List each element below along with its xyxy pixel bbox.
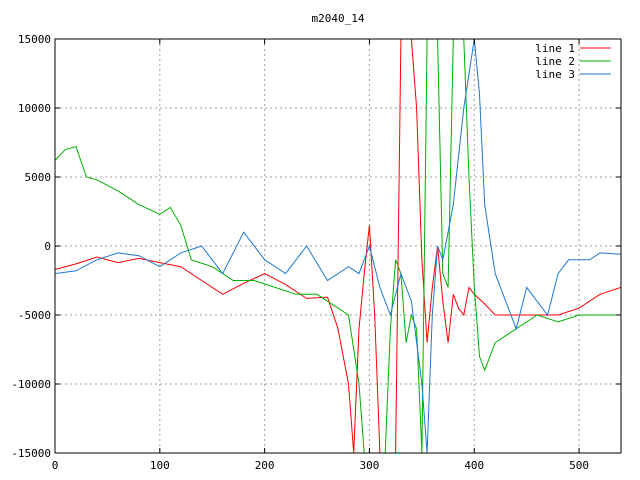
legend-label: line 2: [535, 55, 575, 68]
y-tick-label: 5000: [25, 171, 52, 184]
y-tick-label: -5000: [18, 309, 51, 322]
x-tick-label: 200: [255, 459, 275, 472]
legend-label: line 3: [535, 68, 575, 81]
legend-label: line 1: [535, 42, 575, 55]
axis-ticks: 0 100 200 300 400 500 -15000 -10000 -5000 0 5000 10…: [11, 33, 621, 472]
series-line-3: [55, 39, 621, 453]
y-tick-label: -10000: [11, 378, 51, 391]
y-tick-label: -15000: [11, 447, 51, 460]
series-line-2: [55, 39, 621, 453]
x-tick-label: 500: [569, 459, 589, 472]
x-tick-label: 100: [150, 459, 170, 472]
grid: [55, 39, 621, 453]
x-tick-label: 300: [360, 459, 380, 472]
y-tick-label: 15000: [18, 33, 51, 46]
y-tick-label: 10000: [18, 102, 51, 115]
x-tick-label: 400: [464, 459, 484, 472]
series-lines: [55, 39, 621, 453]
y-tick-label: 0: [44, 240, 51, 253]
chart-title: m2040_14: [312, 12, 365, 25]
x-tick-label: 0: [52, 459, 59, 472]
series-line-1: [55, 39, 621, 453]
